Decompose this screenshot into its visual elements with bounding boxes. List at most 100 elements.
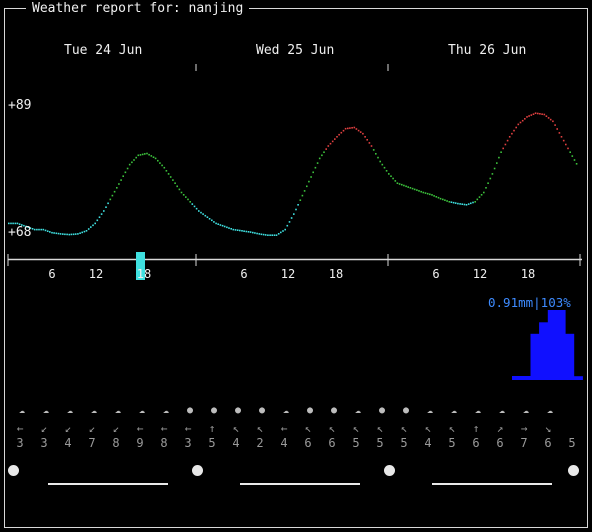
temperature-point xyxy=(493,167,496,170)
temperature-point xyxy=(355,128,358,130)
temperature-point xyxy=(290,217,293,219)
temperature-point xyxy=(262,233,265,236)
temperature-point xyxy=(152,156,155,158)
wind-speed: 5 xyxy=(208,436,216,450)
wind-direction-icon: ↗ xyxy=(496,422,504,435)
temperature-point xyxy=(424,192,427,194)
hour-tick-label: 6 xyxy=(48,267,56,281)
temperature-point xyxy=(344,127,347,130)
temperature-point xyxy=(567,147,569,150)
temperature-point xyxy=(245,230,248,233)
cloud-icon: ☁ xyxy=(498,405,506,416)
temperature-point xyxy=(185,196,187,198)
temperature-point xyxy=(409,187,412,189)
temperature-point xyxy=(381,163,384,166)
temperature-point xyxy=(562,139,565,142)
temperature-point xyxy=(113,190,116,193)
temperature-point xyxy=(10,222,12,225)
temperature-point xyxy=(38,228,40,231)
wind-speed: 2 xyxy=(256,436,264,450)
wind-speed: 6 xyxy=(496,436,504,450)
temperature-point xyxy=(301,194,304,197)
temperature-point xyxy=(280,231,282,234)
temperature-point xyxy=(208,218,211,220)
temperature-point xyxy=(329,142,332,145)
temperature-point xyxy=(454,202,457,204)
temperature-point xyxy=(362,132,364,135)
temperature-point xyxy=(241,230,243,232)
temperature-point xyxy=(90,226,92,228)
hour-tick-label: 18 xyxy=(520,267,536,281)
temperature-point xyxy=(398,183,401,185)
temperature-point xyxy=(74,233,77,235)
temperature-point xyxy=(465,204,468,206)
temperature-point xyxy=(198,210,200,212)
moon-phase-bar xyxy=(432,483,552,485)
temperature-point xyxy=(187,198,189,201)
wind-speed: 4 xyxy=(424,436,432,450)
temperature-point xyxy=(204,214,207,217)
temperature-point xyxy=(532,113,535,115)
temperature-point xyxy=(103,210,105,212)
temperature-point xyxy=(545,115,548,117)
day-label: Tue 24 Jun xyxy=(64,43,143,58)
clear-sky-icon: ● xyxy=(402,405,410,416)
wind-speed: 8 xyxy=(160,436,168,450)
temperature-point xyxy=(126,167,129,170)
temperature-point xyxy=(388,173,390,175)
wind-direction-icon: ← xyxy=(184,422,192,435)
temperature-point xyxy=(118,183,120,185)
wind-speed: 5 xyxy=(352,436,360,450)
temperature-point xyxy=(176,185,178,188)
temperature-point xyxy=(79,232,81,234)
temperature-point xyxy=(506,139,509,142)
temperature-point xyxy=(349,127,351,129)
temperature-point xyxy=(157,159,159,162)
temperature-point xyxy=(228,227,230,229)
wind-direction-icon: ↖ xyxy=(448,422,456,435)
temperature-point xyxy=(433,195,435,197)
wind-direction-icon: → xyxy=(520,422,528,435)
temperature-point xyxy=(308,180,310,183)
precipitation-bar xyxy=(556,310,566,380)
temperature-point xyxy=(128,163,131,166)
temperature-point xyxy=(109,198,112,201)
temperature-point xyxy=(258,233,261,235)
temperature-point xyxy=(549,118,552,121)
temperature-point xyxy=(120,179,122,181)
temperature-point xyxy=(552,120,554,123)
wind-direction-icon: ↖ xyxy=(304,422,312,435)
wind-speed: 3 xyxy=(40,436,48,450)
temperature-point xyxy=(295,208,297,211)
wind-speed: 4 xyxy=(280,436,288,450)
temperature-point xyxy=(174,182,176,184)
temperature-point xyxy=(221,224,224,227)
temperature-point xyxy=(370,145,373,147)
temperature-point xyxy=(422,191,425,194)
temperature-point xyxy=(234,229,237,231)
clear-sky-icon: ● xyxy=(378,405,386,416)
temperature-point xyxy=(223,225,226,228)
temperature-point xyxy=(293,213,295,215)
temperature-point xyxy=(264,234,267,236)
temperature-point xyxy=(517,123,520,126)
temperature-point xyxy=(306,185,308,188)
temperature-point xyxy=(64,233,66,236)
cloud-icon: ☁ xyxy=(42,405,50,416)
temperature-point xyxy=(172,179,174,181)
temperature-point xyxy=(426,192,429,195)
temperature-point xyxy=(338,133,340,136)
temperature-point xyxy=(526,116,528,118)
temperature-point xyxy=(442,198,444,201)
temperature-point xyxy=(51,231,53,234)
temperature-point xyxy=(169,176,172,178)
temperature-point xyxy=(429,193,431,196)
temperature-point xyxy=(284,228,286,231)
temperature-point xyxy=(459,203,461,205)
temperature-point xyxy=(340,131,343,134)
temperature-point xyxy=(243,230,245,232)
temperature-point xyxy=(189,201,191,203)
temperature-point xyxy=(55,232,58,235)
temperature-point xyxy=(405,185,407,188)
temperature-point xyxy=(232,228,235,231)
